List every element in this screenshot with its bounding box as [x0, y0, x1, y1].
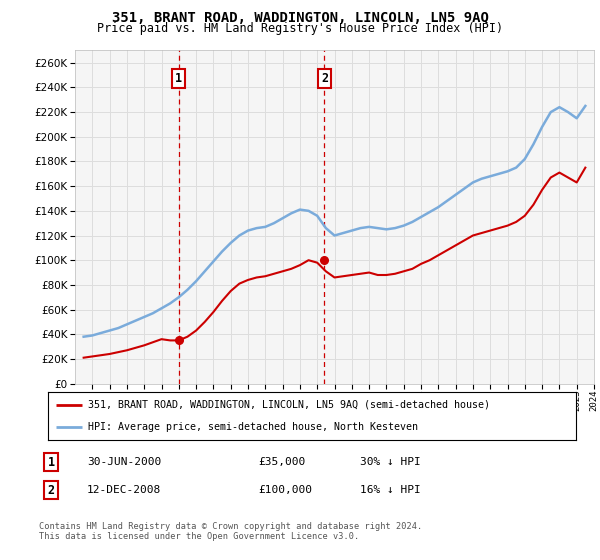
Text: 2: 2 — [47, 483, 55, 497]
Text: 30% ↓ HPI: 30% ↓ HPI — [360, 457, 421, 467]
Text: Price paid vs. HM Land Registry's House Price Index (HPI): Price paid vs. HM Land Registry's House … — [97, 22, 503, 35]
Text: 2: 2 — [321, 72, 328, 85]
Text: 351, BRANT ROAD, WADDINGTON, LINCOLN, LN5 9AQ (semi-detached house): 351, BRANT ROAD, WADDINGTON, LINCOLN, LN… — [88, 400, 490, 410]
Text: HPI: Average price, semi-detached house, North Kesteven: HPI: Average price, semi-detached house,… — [88, 422, 418, 432]
Text: Contains HM Land Registry data © Crown copyright and database right 2024.
This d: Contains HM Land Registry data © Crown c… — [39, 522, 422, 542]
Text: 351, BRANT ROAD, WADDINGTON, LINCOLN, LN5 9AQ: 351, BRANT ROAD, WADDINGTON, LINCOLN, LN… — [112, 11, 488, 25]
Text: 12-DEC-2008: 12-DEC-2008 — [87, 485, 161, 495]
Text: £100,000: £100,000 — [258, 485, 312, 495]
Text: £35,000: £35,000 — [258, 457, 305, 467]
Text: 1: 1 — [47, 455, 55, 469]
Text: 30-JUN-2000: 30-JUN-2000 — [87, 457, 161, 467]
Text: 1: 1 — [175, 72, 182, 85]
Text: 16% ↓ HPI: 16% ↓ HPI — [360, 485, 421, 495]
